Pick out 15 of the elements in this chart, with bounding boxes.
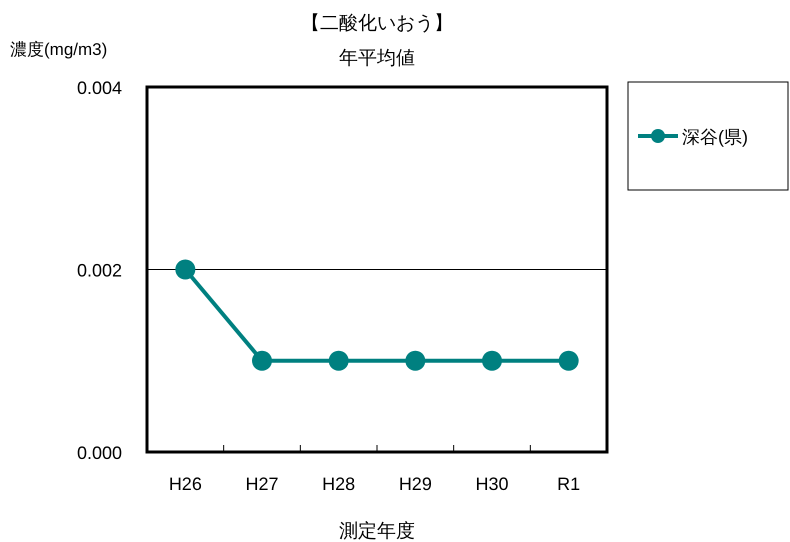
ytick: 0.002 bbox=[76, 260, 122, 280]
xlabel: 測定年度 bbox=[339, 521, 415, 542]
xtick: H26 bbox=[168, 474, 202, 494]
legend: 深谷(県) bbox=[628, 82, 788, 190]
xtick: H30 bbox=[475, 474, 509, 494]
xtick: H27 bbox=[245, 474, 279, 494]
ytick: 0.000 bbox=[76, 443, 122, 463]
ytick: 0.004 bbox=[76, 78, 122, 98]
title: 【二酸化いおう】 bbox=[301, 13, 453, 34]
xtick: H29 bbox=[398, 474, 432, 494]
legend-label: 深谷(県) bbox=[682, 127, 748, 147]
subtitle: 年平均値 bbox=[339, 48, 415, 69]
xtick: H28 bbox=[322, 474, 356, 494]
xtick: R1 bbox=[557, 474, 580, 494]
ylabel: 濃度(mg/m3) bbox=[10, 40, 108, 59]
